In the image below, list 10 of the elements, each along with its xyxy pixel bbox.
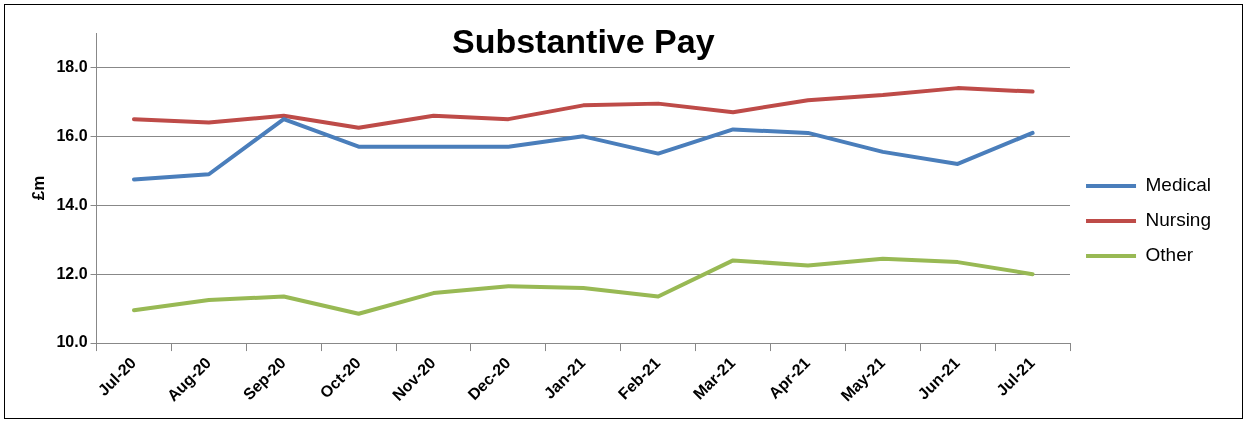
legend-label: Medical — [1145, 174, 1212, 196]
y-tick-label: 16.0 — [56, 126, 88, 144]
y-tick-label: 12.0 — [56, 264, 88, 282]
y-tick-label: 10.0 — [56, 333, 88, 351]
chart-title: Substantive Pay — [451, 22, 715, 61]
y-tick-label: 14.0 — [56, 195, 88, 213]
legend-label: Other — [1145, 244, 1194, 266]
y-axis-title: £m — [28, 175, 48, 201]
legend-label: Nursing — [1145, 209, 1212, 231]
y-tick-label: 18.0 — [56, 57, 88, 75]
